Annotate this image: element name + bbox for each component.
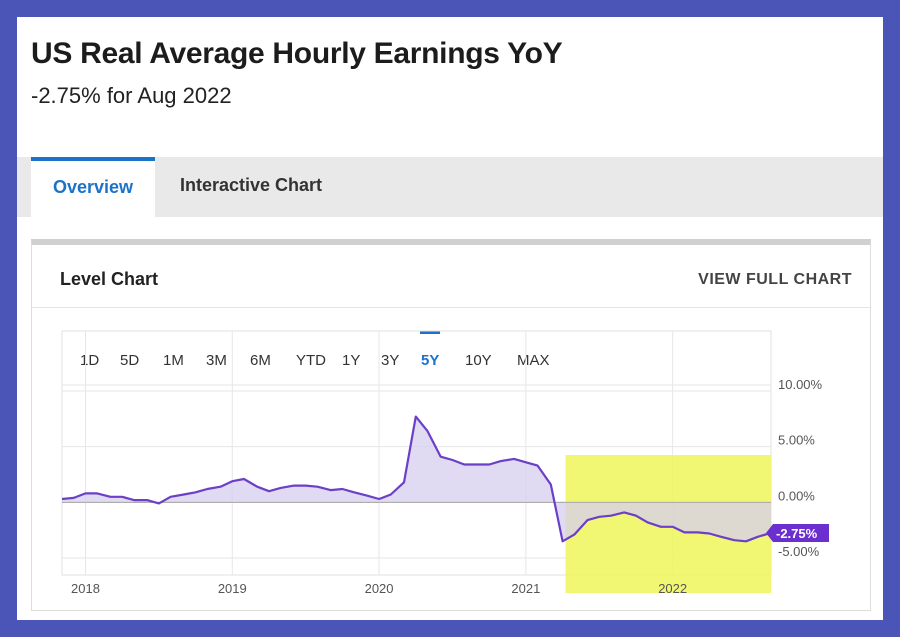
page-subtitle: -2.75% for Aug 2022 bbox=[31, 83, 232, 108]
page-title: US Real Average Hourly Earnings YoY bbox=[31, 37, 563, 70]
range-selector: 1D 5D 1M 3M 6M YTD 1Y 3Y 5Y 10Y MAX bbox=[80, 331, 550, 369]
range-button-5d[interactable]: 5D bbox=[120, 352, 139, 369]
range-active-indicator bbox=[420, 331, 440, 334]
tab-overview[interactable]: Overview bbox=[31, 157, 155, 217]
range-button-1y[interactable]: 1Y bbox=[342, 352, 360, 369]
panel-title: Level Chart bbox=[60, 269, 159, 289]
range-button-3m[interactable]: 3M bbox=[206, 352, 227, 369]
x-tick-label: 2020 bbox=[365, 581, 394, 596]
y-tick-label: 5.00% bbox=[778, 433, 815, 448]
range-button-3y[interactable]: 3Y bbox=[381, 352, 399, 369]
panel-divider bbox=[32, 307, 870, 308]
x-tick-label: 2018 bbox=[71, 581, 100, 596]
tab-bar: Overview Interactive Chart bbox=[17, 157, 883, 217]
range-button-5y[interactable]: 5Y bbox=[421, 352, 439, 369]
y-tick-label: -5.00% bbox=[778, 544, 820, 559]
last-value-label: -2.75% bbox=[776, 526, 818, 541]
range-button-1m[interactable]: 1M bbox=[163, 352, 184, 369]
plot-area: 10.00% 5.00% 0.00% -5.00% 2018 2019 2020 2021 20… bbox=[61, 330, 829, 596]
area-fill bbox=[62, 416, 771, 542]
range-button-1d[interactable]: 1D bbox=[80, 352, 99, 369]
x-tick-label: 2021 bbox=[511, 581, 540, 596]
x-tick-label: 2022 bbox=[658, 581, 687, 596]
last-value-badge bbox=[766, 523, 829, 542]
range-button-ytd[interactable]: YTD bbox=[296, 352, 326, 369]
y-tick-label: 10.00% bbox=[778, 377, 823, 392]
main-card: US Real Average Hourly Earnings YoY -2.7… bbox=[17, 17, 883, 620]
range-button-max[interactable]: MAX bbox=[517, 352, 550, 369]
x-tick-label: 2019 bbox=[218, 581, 247, 596]
range-button-10y[interactable]: 10Y bbox=[465, 352, 492, 369]
plot-border bbox=[61, 330, 772, 576]
view-full-chart-link[interactable]: VIEW FULL CHART bbox=[698, 271, 852, 288]
series-line bbox=[61, 415, 772, 543]
y-tick-label: 0.00% bbox=[778, 488, 815, 503]
level-chart: 1D 5D 1M 3M 6M YTD 1Y 3Y 5Y 10Y MAX 10.00% 5.00% 0.0… bbox=[61, 330, 829, 596]
tab-interactive-chart[interactable]: Interactive Chart bbox=[180, 175, 323, 195]
range-button-6m[interactable]: 6M bbox=[250, 352, 271, 369]
level-chart-panel: Level Chart VIEW FULL CHART 1D 5D 1M 3M 6M YT… bbox=[31, 239, 871, 611]
